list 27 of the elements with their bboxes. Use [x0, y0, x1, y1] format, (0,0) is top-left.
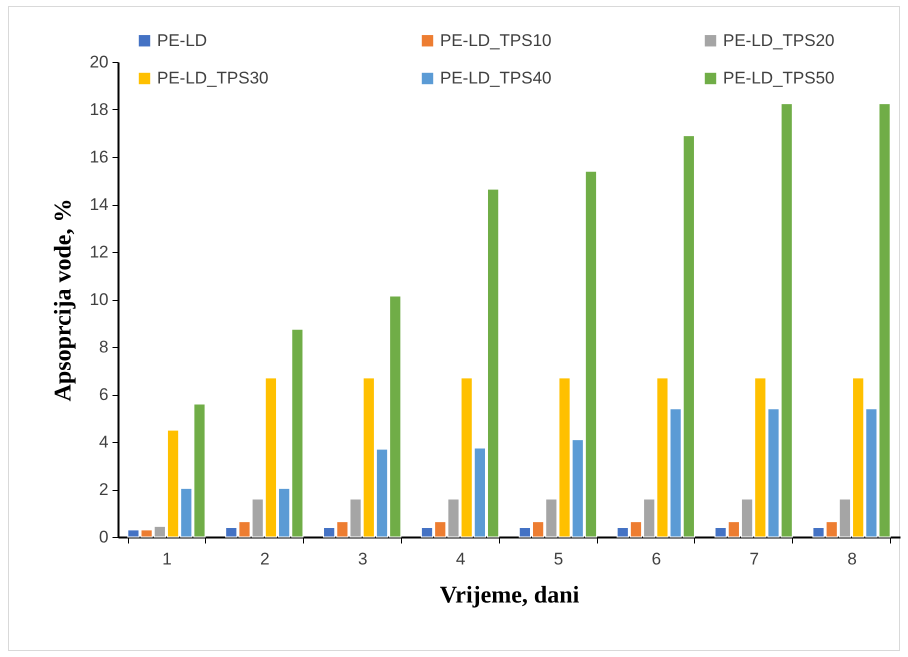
legend-label: PE-LD_TPS40: [440, 68, 552, 88]
y-axis-title: Apsoprcija vode, %: [50, 198, 77, 402]
y-tick-label: 4: [99, 432, 108, 452]
x-tick-label: 3: [358, 550, 368, 568]
y-tick-label: 20: [90, 52, 108, 72]
y-tick-label: 2: [99, 480, 108, 499]
x-axis-title: Vrijeme, dani: [440, 582, 580, 608]
legend-label: PE-LD_TPS50: [723, 68, 834, 88]
y-tick-label: 8: [99, 338, 108, 356]
x-tick-label: 1: [162, 550, 172, 568]
y-tick-label: 6: [99, 385, 108, 404]
x-tick-label: 7: [749, 550, 759, 568]
legend-label: PE-LD_TPS20: [723, 30, 834, 50]
x-tick-label: 2: [260, 550, 270, 568]
y-tick-label: 0: [99, 528, 108, 546]
x-tick-label: 4: [456, 550, 466, 568]
y-tick-label: 12: [90, 242, 108, 262]
x-tick-label: 6: [652, 550, 662, 568]
x-tick-label: 8: [847, 550, 857, 568]
x-tick-label: 5: [554, 550, 564, 568]
y-tick-label: 18: [90, 100, 108, 119]
legend-label: PE-LD_TPS10: [440, 30, 552, 50]
y-tick-label: 10: [90, 290, 108, 309]
legend-label: PE-LD_TPS30: [157, 68, 268, 88]
y-tick-label: 16: [90, 148, 108, 166]
legend-label: PE-LD: [157, 30, 208, 50]
y-tick-label: 14: [90, 195, 108, 214]
